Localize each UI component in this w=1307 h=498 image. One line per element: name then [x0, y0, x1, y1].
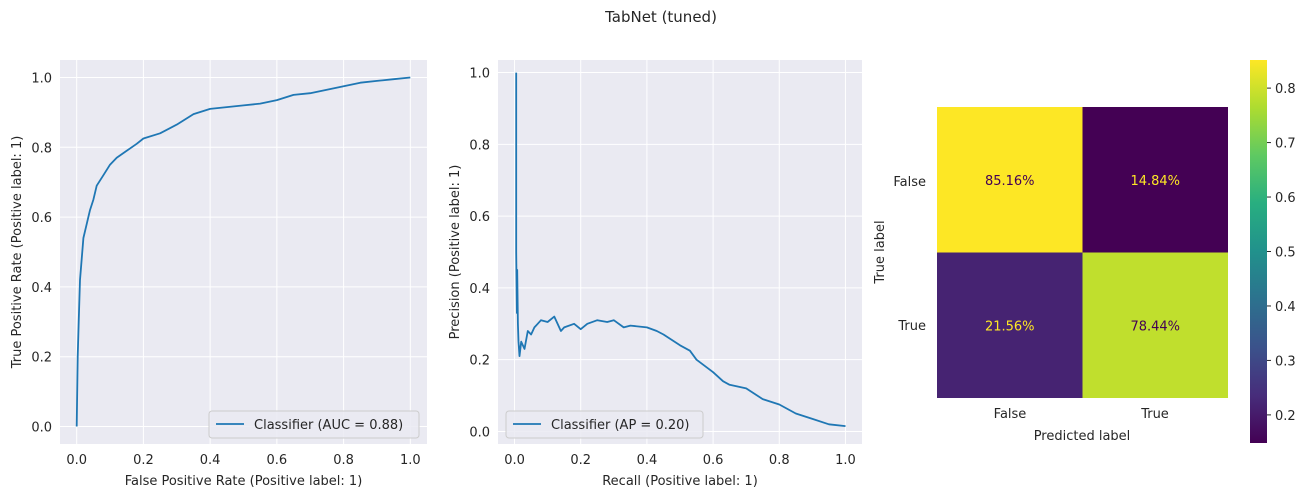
roc-y-tick-1: 0.2: [31, 351, 52, 366]
cm-cell-text-1-1: 78.44%: [1130, 319, 1180, 334]
pr-legend-label: Classifier (AP = 0.20): [551, 418, 689, 433]
roc-y-tick-2: 0.4: [31, 281, 52, 296]
cm-col-label-true: True: [1140, 407, 1169, 422]
cm-cell-1-1: [1082, 252, 1228, 398]
pr-y-tick-3: 0.6: [469, 210, 490, 225]
colorbar-tick-2: 0.4: [1275, 300, 1296, 315]
pr-y-label: Precision (Positive label: 1): [448, 165, 463, 340]
roc-grid: [60, 60, 427, 444]
pr-x-tick-2: 0.4: [637, 453, 658, 468]
pr-y-tick-4: 0.8: [469, 138, 490, 153]
cm-cell-text-0-1: 14.84%: [1130, 174, 1180, 189]
cm-cell-text-0-0: 85.16%: [985, 174, 1035, 189]
cm-y-label: True label: [873, 220, 888, 284]
roc-y-tick-5: 1.0: [31, 71, 52, 86]
colorbar: 0.2 0.3 0.4 0.5 0.6 0.7 0.8: [1250, 60, 1296, 443]
colorbar-tick-3: 0.5: [1275, 246, 1296, 261]
figure-title: TabNet (tuned): [604, 8, 717, 26]
pr-x-ticks: 0.0 0.2 0.4 0.6 0.8 1.0: [504, 453, 856, 468]
confusion-matrix-cells: 85.16% 14.84% 21.56% 78.44%: [937, 107, 1228, 398]
colorbar-gradient: [1250, 60, 1267, 443]
roc-x-tick-5: 1.0: [400, 453, 421, 468]
cm-cell-0-1: [1082, 107, 1228, 253]
roc-x-tick-1: 0.2: [133, 453, 154, 468]
colorbar-ticks: 0.2 0.3 0.4 0.5 0.6 0.7 0.8: [1267, 82, 1296, 424]
pr-legend-box: [505, 410, 704, 439]
roc-x-tick-4: 0.8: [333, 453, 354, 468]
pr-legend: Classifier (AP = 0.20): [505, 410, 704, 439]
cm-row-label-false: False: [893, 175, 926, 190]
roc-x-label: False Positive Rate (Positive label: 1): [125, 474, 363, 489]
confusion-matrix-plot: 85.16% 14.84% 21.56% 78.44% False True Fals…: [873, 107, 1228, 444]
pr-curve: [515, 72, 846, 427]
roc-y-tick-4: 0.8: [31, 141, 52, 156]
pr-y-tick-5: 1.0: [469, 67, 490, 82]
roc-y-tick-0: 0.0: [31, 421, 52, 436]
roc-x-tick-3: 0.6: [267, 453, 288, 468]
precision-recall-plot: 0.0 0.2 0.4 0.6 0.8 1.0 0.0 0.2 0.4 0.6 0.8 1.0 Cl…: [448, 60, 862, 489]
roc-x-tick-2: 0.4: [200, 453, 221, 468]
roc-legend-label: Classifier (AUC = 0.88): [254, 418, 403, 433]
colorbar-tick-4: 0.6: [1275, 191, 1296, 206]
pr-grid: [498, 60, 862, 444]
roc-legend: Classifier (AUC = 0.88): [208, 410, 420, 439]
cm-row-label-true: True: [897, 319, 926, 334]
pr-x-label: Recall (Positive label: 1): [602, 474, 758, 489]
pr-y-tick-1: 0.2: [469, 354, 490, 369]
roc-curve: [75, 76, 411, 427]
cm-col-label-false: False: [994, 407, 1027, 422]
cm-cell-text-1-0: 21.56%: [985, 319, 1035, 334]
roc-legend-box: [208, 410, 420, 439]
pr-x-tick-5: 1.0: [835, 453, 856, 468]
roc-y-tick-3: 0.6: [31, 211, 52, 226]
roc-plot: 0.0 0.2 0.4 0.6 0.8 1.0 0.0 0.2 0.4 0.6 0.8 1.0 Cl…: [10, 60, 427, 489]
colorbar-tick-6: 0.8: [1275, 82, 1296, 97]
pr-y-ticks: 0.0 0.2 0.4 0.6 0.8 1.0: [469, 67, 490, 441]
roc-axes-background: [60, 60, 427, 444]
pr-y-tick-0: 0.0: [469, 425, 490, 440]
pr-x-tick-1: 0.2: [570, 453, 591, 468]
roc-x-ticks: 0.0 0.2 0.4 0.6 0.8 1.0: [66, 453, 420, 468]
cm-x-label: Predicted label: [1034, 429, 1131, 444]
colorbar-tick-1: 0.3: [1275, 354, 1296, 369]
cm-cell-0-0: [937, 107, 1083, 253]
pr-x-tick-0: 0.0: [504, 453, 525, 468]
cm-cell-1-0: [937, 252, 1083, 398]
pr-axes-background: [498, 60, 862, 444]
roc-y-ticks: 0.0 0.2 0.4 0.6 0.8 1.0: [31, 71, 52, 435]
colorbar-tick-5: 0.7: [1275, 137, 1296, 152]
pr-x-tick-3: 0.6: [703, 453, 724, 468]
roc-y-label: True Positive Rate (Positive label: 1): [10, 136, 25, 370]
roc-x-tick-0: 0.0: [66, 453, 87, 468]
pr-x-tick-4: 0.8: [769, 453, 790, 468]
colorbar-tick-0: 0.2: [1275, 409, 1296, 424]
pr-y-tick-2: 0.4: [469, 282, 490, 297]
